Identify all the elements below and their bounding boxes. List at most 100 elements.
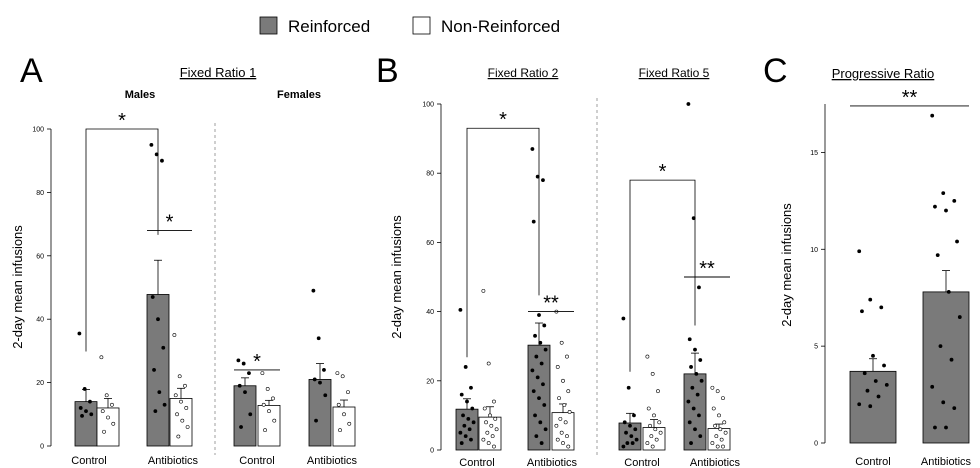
data-point [340,374,345,379]
x-category-label: Control [459,457,494,468]
data-point [466,416,471,421]
x-category-label: Antibiotics [527,457,578,468]
data-point [492,399,496,404]
data-point [184,406,189,410]
data-point [88,399,92,404]
data-point [179,399,183,404]
panel-label-a: A [20,52,43,90]
data-point [721,396,725,401]
data-point [248,412,253,417]
data-point [694,371,699,376]
data-point [542,403,547,407]
bar [233,385,257,447]
data-point [657,420,662,425]
data-point [494,427,499,432]
data-point [935,253,940,257]
y-tick-label: 40 [36,317,44,324]
data-point [538,340,543,345]
data-point [563,420,568,425]
data-point [237,383,242,388]
data-point [689,441,693,445]
data-point [561,441,565,445]
bar [478,416,502,451]
data-point [111,421,116,426]
significance-bracket [466,127,540,358]
data-point [566,389,571,394]
data-point [543,347,548,352]
data-point [645,441,650,445]
data-point [710,385,715,390]
data-point [715,444,720,449]
data-point [484,420,488,425]
data-point [717,413,721,418]
title-fixed-ratio-1: Fixed Ratio 1 [180,65,257,80]
data-point [625,441,630,445]
data-point [686,102,691,106]
data-point [469,437,473,442]
data-point [241,361,246,366]
y-tick-label: 15 [810,150,818,157]
data-point [882,363,886,368]
data-point [632,413,636,418]
data-point [534,354,539,359]
data-point [531,389,536,394]
panel-label-b: B [376,52,399,90]
bar [74,401,98,447]
data-point [650,371,655,376]
data-point [185,425,190,429]
data-point [80,413,84,418]
data-point [699,378,704,383]
data-point [879,305,884,310]
y-tick-label: 100 [32,127,44,134]
data-point [721,444,725,449]
data-point [318,380,322,385]
data-point [469,385,473,390]
data-point [149,142,154,147]
data-point [876,394,881,399]
data-point [562,403,567,407]
x-category-label: Antibiotics [690,457,741,468]
data-point [338,428,342,433]
data-point [566,444,571,449]
subtitle-males: Males [125,89,156,101]
data-point [558,416,563,421]
data-point [952,198,957,203]
data-point [689,365,693,369]
title-progressive-ratio: Progressive Ratio [832,66,935,81]
data-point [697,285,701,290]
data-point [565,354,569,359]
bar [146,294,170,447]
data-point [535,375,540,380]
data-point [533,413,537,418]
data-point [104,393,109,398]
data-point [342,412,346,417]
data-point [868,404,873,409]
data-point [470,406,475,411]
data-point [955,239,959,244]
y-tick-label: 0 [40,444,44,451]
data-point [656,389,660,394]
data-point [555,437,560,442]
data-point [933,204,937,209]
significance-bracket [629,179,696,372]
y-axis-label-a: 2-day mean infusions [10,225,25,349]
data-point [697,413,701,418]
data-point [110,402,114,407]
data-point [481,288,486,293]
data-point [622,420,627,425]
data-point [949,357,954,362]
data-point [157,390,162,395]
data-point [719,437,724,442]
data-point [271,396,275,401]
data-point [236,358,241,363]
data-point [261,402,266,407]
data-point [941,191,946,196]
significance-label: * [118,110,126,132]
data-point [621,444,626,449]
data-point [161,345,166,350]
data-point [156,317,160,322]
data-point [884,382,889,387]
data-point [272,418,277,423]
significance-bracket [85,128,159,352]
data-point [941,400,946,405]
